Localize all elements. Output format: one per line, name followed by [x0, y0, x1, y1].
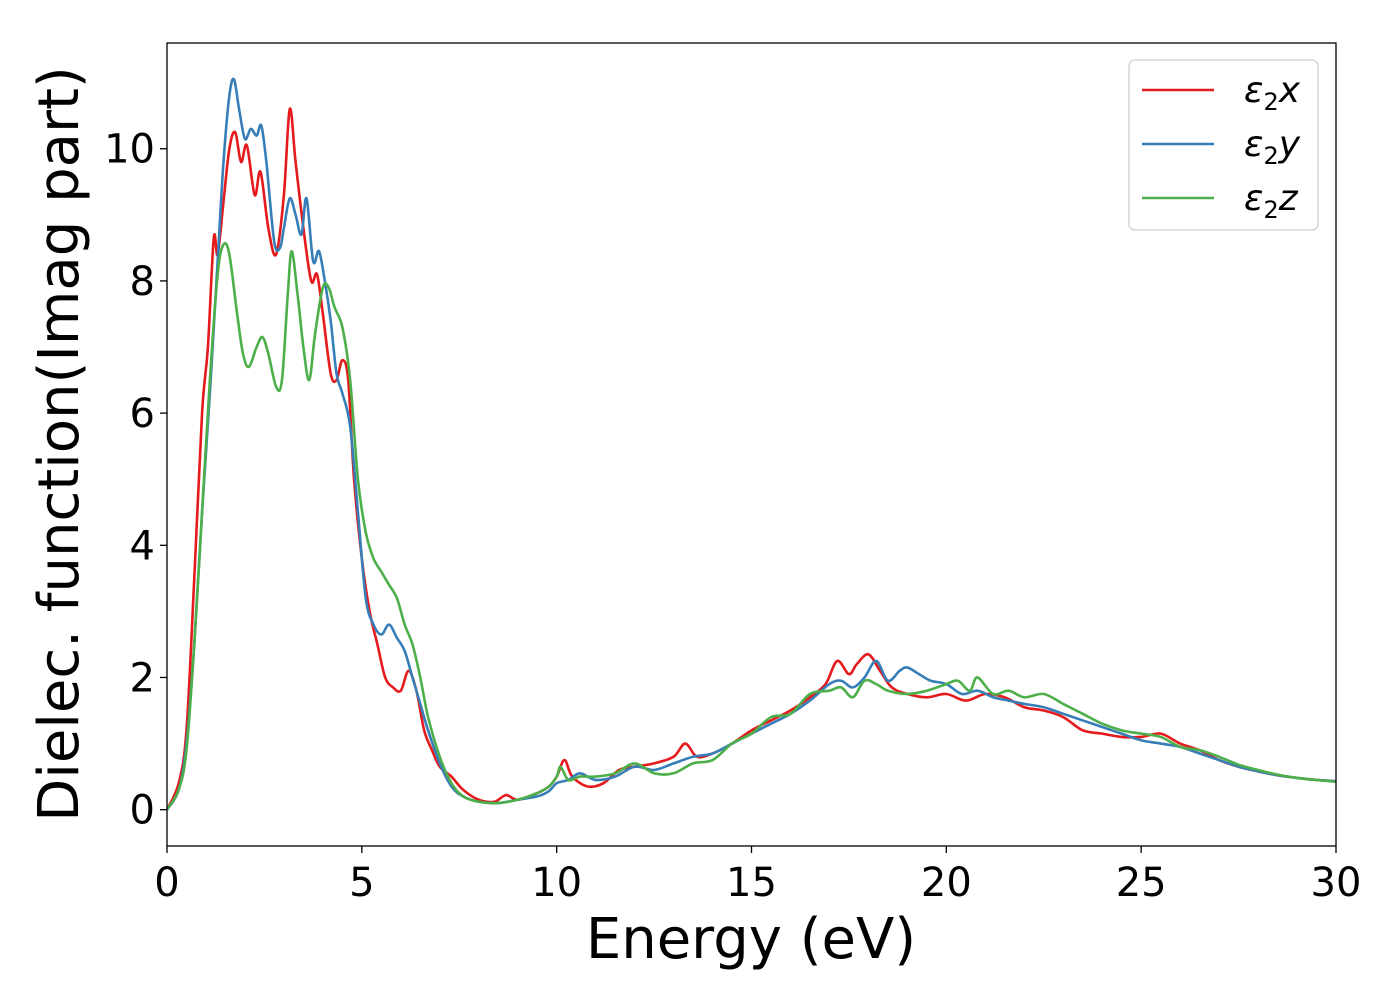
- x-tick-label: 5: [349, 860, 374, 906]
- y-tick-label: 2: [130, 655, 155, 701]
- legend-label-y: ε2y: [1244, 124, 1301, 170]
- series-line-y: [167, 77, 1336, 811]
- y-axis: 0 2 4 6 8 10: [104, 127, 167, 834]
- x-tick-label: 25: [1116, 860, 1167, 906]
- legend: ε2x ε2y ε2z: [1128, 59, 1319, 231]
- y-tick-label: 10: [104, 127, 155, 173]
- x-axis: 0 5 10 15 20 25 30: [154, 846, 1361, 906]
- x-tick-label: 0: [154, 860, 179, 906]
- series-layer: [167, 77, 1336, 811]
- legend-label-z: ε2z: [1244, 178, 1299, 224]
- x-tick-label: 30: [1311, 860, 1362, 906]
- y-tick-label: 8: [130, 259, 155, 305]
- legend-box: [1128, 59, 1319, 231]
- y-tick-label: 0: [130, 788, 155, 834]
- series-line-z: [167, 241, 1336, 811]
- y-axis-title: Dielec. function(Imag part): [27, 66, 92, 822]
- y-tick-label: 6: [130, 391, 155, 437]
- x-tick-label: 15: [726, 860, 777, 906]
- x-tick-label: 20: [921, 860, 972, 906]
- x-axis-title: Energy (eV): [586, 907, 916, 972]
- legend-label-x: ε2x: [1244, 70, 1301, 116]
- y-tick-label: 4: [130, 523, 155, 569]
- x-tick-label: 10: [531, 860, 582, 906]
